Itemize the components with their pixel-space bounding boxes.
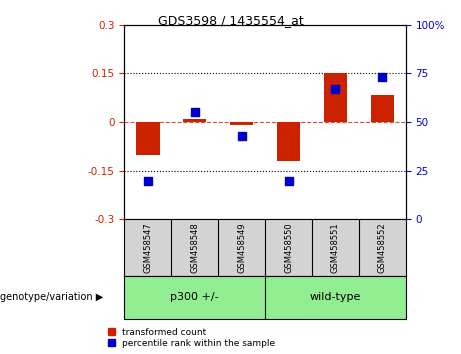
Text: genotype/variation ▶: genotype/variation ▶ (0, 292, 103, 302)
Point (144, 178, 152, 183)
Text: wild-type: wild-type (310, 292, 361, 302)
Bar (324, 73, 347, 122)
Bar (277, 122, 300, 161)
Point (191, 110, 198, 115)
Text: GSM458548: GSM458548 (190, 222, 199, 273)
Text: GSM458552: GSM458552 (378, 222, 387, 273)
Text: GSM458547: GSM458547 (143, 222, 153, 273)
Bar (371, 95, 394, 122)
Text: GSM458551: GSM458551 (331, 222, 340, 273)
Text: GSM458550: GSM458550 (284, 222, 293, 273)
Point (238, 133, 245, 138)
Bar (230, 122, 254, 125)
Bar (136, 122, 160, 155)
Text: p300 +/-: p300 +/- (171, 292, 219, 302)
Text: GDS3598 / 1435554_at: GDS3598 / 1435554_at (158, 14, 303, 27)
Legend: transformed count, percentile rank within the sample: transformed count, percentile rank withi… (106, 326, 277, 349)
Bar (183, 119, 207, 122)
Point (285, 178, 292, 183)
Point (378, 74, 386, 80)
Point (332, 86, 339, 92)
Text: GSM458549: GSM458549 (237, 222, 246, 273)
